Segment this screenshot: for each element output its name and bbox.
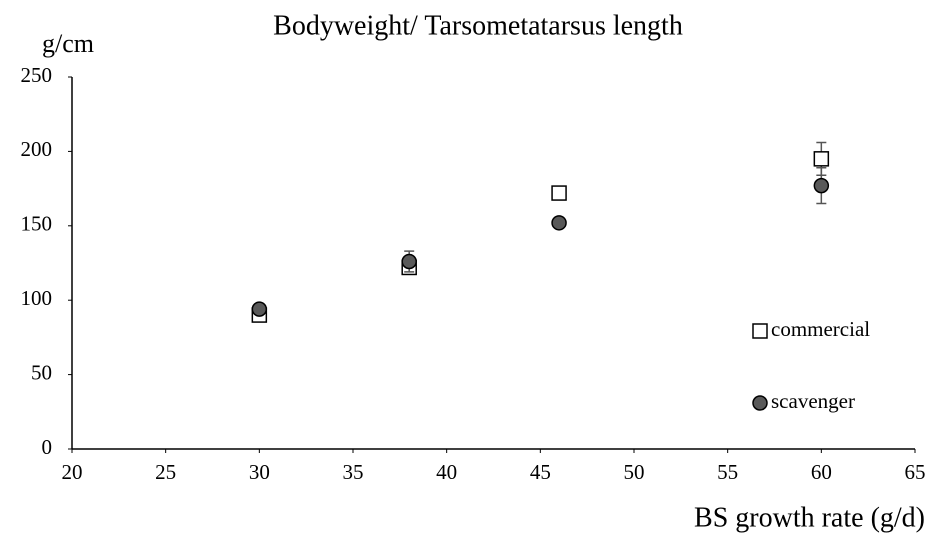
x-tick-label: 20 (62, 460, 83, 484)
point (813, 151, 830, 167)
x-tick-label: 60 (811, 460, 832, 484)
x-tick-label: 55 (717, 460, 738, 484)
y-tick-label: 250 (21, 63, 53, 87)
legend-marker (752, 323, 768, 339)
chart-title: Bodyweight/ Tarsometatarsus length (273, 10, 683, 41)
x-axis-label: BS growth rate (g/d) (694, 502, 925, 533)
x-tick-label: 25 (155, 460, 176, 484)
x-tick-label: 30 (249, 460, 270, 484)
y-tick-label: 150 (21, 212, 53, 236)
point (551, 215, 567, 231)
y-tick-label: 100 (21, 286, 53, 310)
point (401, 253, 417, 270)
point (551, 185, 567, 201)
legend-label: scavenger (771, 389, 855, 413)
y-tick-label: 200 (21, 137, 53, 161)
point (813, 177, 830, 194)
x-tick-label: 65 (905, 460, 926, 484)
y-tick-label: 50 (31, 360, 52, 384)
point (251, 301, 268, 317)
x-tick-label: 40 (436, 460, 457, 484)
legend-marker (752, 395, 768, 411)
x-tick-label: 35 (343, 460, 364, 484)
legend-label: commercial (771, 317, 870, 341)
y-axis-label: g/cm (42, 29, 94, 58)
x-tick-label: 50 (624, 460, 645, 484)
y-tick-label: 0 (42, 435, 53, 459)
x-tick-label: 45 (530, 460, 551, 484)
